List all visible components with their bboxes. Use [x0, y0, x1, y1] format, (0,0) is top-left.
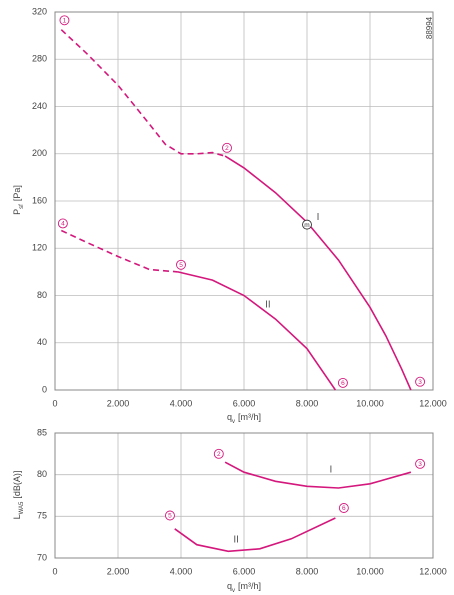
point-marker-label: 3: [418, 379, 422, 386]
point-marker-label: 2: [225, 145, 229, 152]
curve-label: I: [317, 212, 320, 223]
point-marker: [338, 503, 349, 513]
point-marker-label: m: [304, 222, 309, 229]
curve: [177, 271, 337, 391]
y-tick-label: 280: [32, 54, 47, 64]
axis-label-unit: [m³/h]: [238, 412, 261, 422]
axis-label-main: P: [12, 209, 22, 215]
axis-label: qv [m³/h]: [227, 412, 261, 424]
axis-label-main: q: [227, 412, 232, 422]
axis-label: Psf [Pa]: [12, 185, 24, 215]
axis-label-main: L: [12, 514, 22, 519]
doc-id: 88994: [425, 16, 434, 39]
point-marker-label: 4: [61, 221, 65, 228]
plot-frame: [54, 432, 434, 559]
point-marker-label: 3: [418, 461, 422, 468]
point-marker: [176, 259, 186, 270]
y-tick-label: 0: [42, 384, 47, 394]
x-tick-label: 10.000: [356, 398, 384, 408]
y-tick-label: 120: [32, 243, 47, 253]
x-tick-label: 8.000: [296, 398, 319, 408]
point-marker: [302, 219, 312, 230]
axis-label-sub: WA5: [19, 501, 25, 514]
axis-label-sub: v: [232, 419, 235, 425]
x-tick-label: 4.000: [170, 398, 193, 408]
curve: [224, 155, 412, 391]
y-tick-label: 70: [37, 552, 47, 562]
point-marker: [57, 218, 68, 229]
y-tick-label: 85: [37, 427, 47, 437]
x-tick-label: 0: [52, 398, 57, 408]
curve-label: II: [233, 534, 239, 545]
point-marker: [165, 510, 175, 521]
axis-label-sub: sf: [19, 204, 25, 209]
axis-label-unit: [Pa]: [12, 185, 22, 201]
curve: [174, 517, 336, 553]
y-tick-label: 40: [37, 337, 47, 347]
point-marker: [213, 448, 224, 459]
x-tick-label: 12.000: [419, 566, 447, 576]
y-tick-label: 80: [37, 469, 47, 479]
axis-label-unit: [dB(A)]: [12, 471, 22, 499]
axis-label-unit: [m³/h]: [238, 581, 261, 591]
point-marker-label: 6: [342, 505, 346, 512]
x-tick-label: 2.000: [107, 566, 130, 576]
y-tick-label: 75: [37, 511, 47, 521]
x-tick-label: 2.000: [107, 398, 130, 408]
point-marker: [415, 376, 426, 387]
curve-label: II: [265, 300, 271, 311]
axis-label: qv [m³/h]: [227, 581, 261, 593]
point-marker-label: 1: [63, 17, 67, 24]
point-marker-label: 2: [217, 451, 221, 458]
curve: [224, 461, 412, 489]
axis-label-sub: v: [232, 588, 235, 594]
y-tick-label: 80: [37, 290, 47, 300]
x-tick-label: 8.000: [296, 566, 319, 576]
y-tick-label: 320: [32, 6, 47, 16]
point-marker: [59, 15, 70, 26]
axis-label: LWA5 [dB(A)]: [12, 471, 24, 520]
x-tick-label: 4.000: [170, 566, 193, 576]
x-tick-label: 6.000: [233, 566, 256, 576]
point-marker: [337, 377, 348, 388]
x-tick-label: 6.000: [233, 398, 256, 408]
point-marker: [222, 142, 232, 153]
point-marker-label: 5: [168, 513, 172, 520]
y-tick-label: 200: [32, 148, 47, 158]
curve: [60, 29, 226, 157]
point-marker: [415, 458, 426, 469]
curve: [60, 229, 178, 273]
x-tick-label: 10.000: [356, 566, 384, 576]
x-tick-label: 0: [52, 566, 57, 576]
x-tick-label: 12.000: [419, 398, 447, 408]
curve-label: I: [330, 464, 333, 475]
plot-frame: [54, 11, 434, 391]
point-marker-label: 5: [179, 262, 183, 269]
axis-label-main: q: [227, 581, 232, 591]
y-tick-label: 160: [32, 195, 47, 205]
point-marker-label: 6: [341, 380, 345, 387]
y-tick-label: 240: [32, 101, 47, 111]
